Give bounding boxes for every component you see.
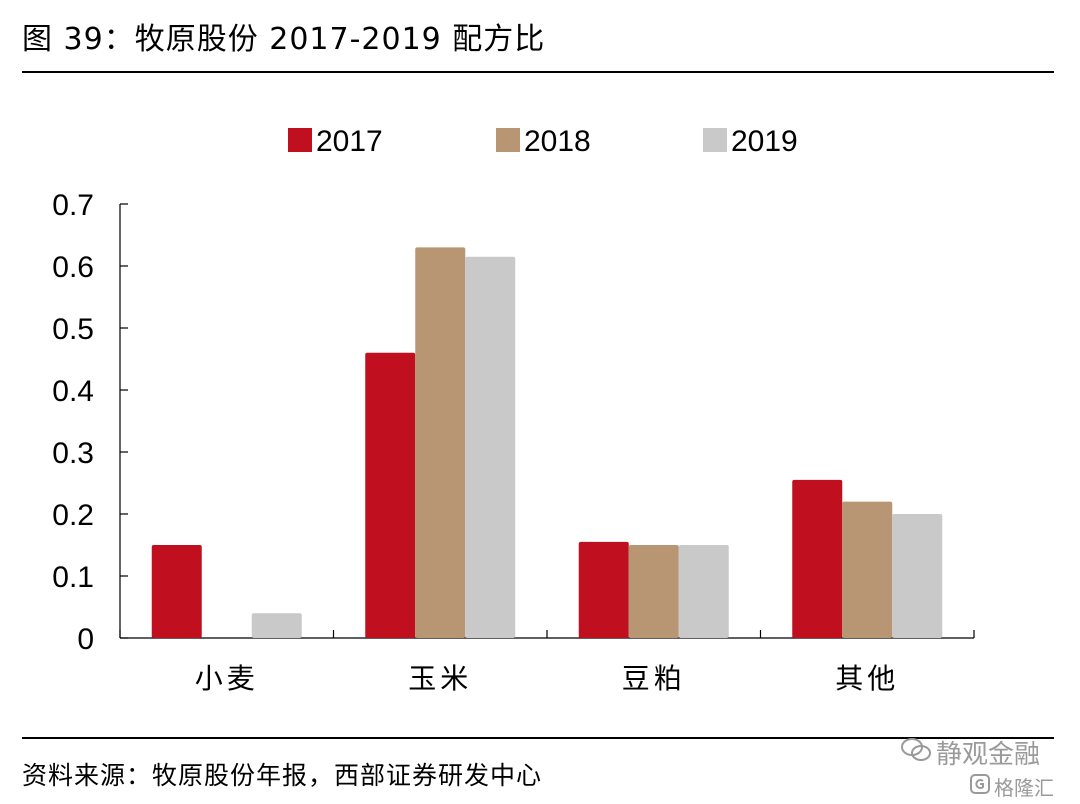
bar-2018-3	[842, 501, 893, 638]
x-tick-label: 玉米	[408, 662, 472, 695]
title-rule	[22, 71, 1054, 73]
source-note: 资料来源：牧原股份年报，西部证券研发中心	[22, 761, 543, 790]
bar-2019-3	[892, 514, 943, 638]
chart: 2017 2018 2019 0 0.1 0.2 0.3 0.4 0.5 0.6 0.7 小麦 玉米 豆…	[52, 125, 975, 695]
legend-label-2018: 2018	[524, 125, 591, 158]
bar-2017-1	[365, 352, 416, 638]
bar-2018-2	[628, 545, 679, 638]
watermark-text: 静观金融	[936, 740, 1041, 770]
x-tick-label: 豆粕	[622, 662, 686, 695]
y-tick-label: 0.4	[52, 375, 94, 408]
figure-title: 图 39：牧原股份 2017-2019 配方比	[22, 22, 546, 57]
legend-swatch-2019	[703, 128, 727, 152]
y-tick-label: 0.5	[52, 313, 94, 346]
bar-2019-1	[465, 256, 516, 638]
y-tick-label: 0.2	[52, 499, 94, 532]
bar-2019-2	[678, 545, 729, 638]
legend: 2017 2018 2019	[288, 125, 798, 158]
wechat-icon	[901, 738, 931, 761]
y-tick-label: 0	[77, 623, 94, 656]
source-rule	[22, 737, 1054, 739]
x-tick-label: 其他	[835, 662, 899, 695]
y-tick-label: 0.3	[52, 437, 94, 470]
legend-swatch-2018	[496, 128, 520, 152]
bars	[151, 247, 943, 638]
bar-2017-3	[792, 479, 843, 638]
legend-swatch-2017	[288, 128, 312, 152]
bar-2019-0	[251, 613, 302, 638]
y-tick-label: 0.1	[52, 561, 94, 594]
y-tick-label: 0.7	[52, 189, 94, 222]
y-tick-label: 0.6	[52, 251, 94, 284]
x-tick-label: 小麦	[195, 662, 259, 695]
gelonghui-logo-icon	[970, 774, 990, 794]
legend-label-2017: 2017	[316, 125, 383, 158]
bar-2017-2	[578, 541, 629, 638]
bar-2017-0	[151, 545, 202, 638]
bar-2018-1	[415, 247, 466, 638]
watermark-brand: 格隆汇	[994, 776, 1054, 800]
tick-labels: 0 0.1 0.2 0.3 0.4 0.5 0.6 0.7 小麦 玉米 豆粕 其他	[52, 189, 899, 695]
legend-label-2019: 2019	[731, 125, 798, 158]
